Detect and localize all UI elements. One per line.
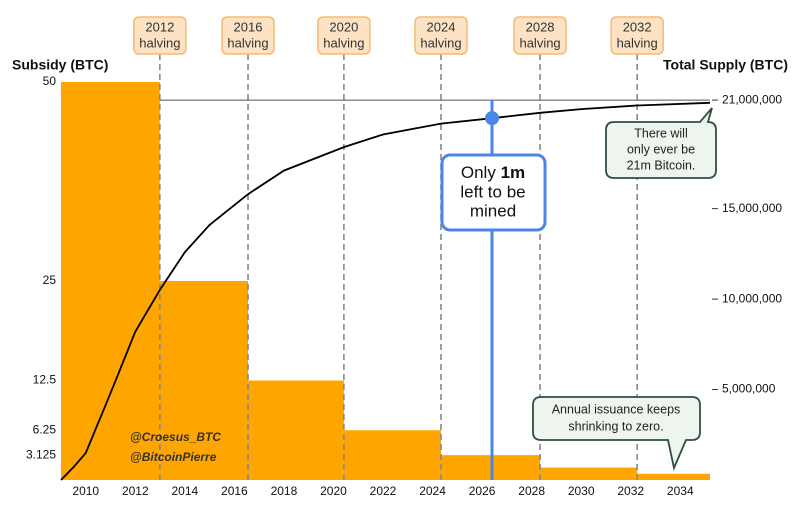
remaining-box	[440, 153, 547, 232]
remaining-bold: 1m	[501, 163, 526, 182]
remaining-line: left to be	[460, 182, 525, 201]
halving-box	[513, 16, 567, 55]
issuance-note-text: shrinking to zero.	[568, 419, 663, 433]
y-tick-label: 12.5	[33, 373, 57, 387]
cap-note-text: 21m Bitcoin.	[627, 158, 696, 172]
y-axis-title: Subsidy (BTC)	[12, 57, 108, 73]
y2-tick-label: 15,000,000	[722, 201, 782, 215]
issuance-note-text: Annual issuance keeps	[552, 402, 681, 416]
marker-dot	[485, 111, 500, 126]
halving-label: halving	[420, 35, 461, 50]
x-tick-label: 2026	[469, 484, 496, 498]
x-tick-label: 2034	[667, 484, 694, 498]
cap-note-text: There will	[634, 126, 688, 140]
x-tick-label: 2022	[370, 484, 397, 498]
y2-axis-title: Total Supply (BTC)	[663, 57, 788, 73]
halving-year: 2016	[234, 19, 263, 34]
supply-line	[60, 101, 711, 481]
halving-box	[133, 16, 187, 55]
y-tick-label: 6.25	[33, 422, 57, 436]
y-tick-label: 25	[43, 273, 57, 287]
y2-tick-label: 21,000,000	[722, 92, 782, 106]
halving-year: 2032	[623, 19, 652, 34]
halving-label: halving	[227, 35, 268, 50]
remaining-before: Only	[461, 163, 501, 182]
halving-label: halving	[617, 35, 658, 50]
subsidy-bar	[343, 430, 441, 480]
remaining-line: mined	[470, 201, 516, 220]
x-tick-label: 2028	[518, 484, 545, 498]
issuance-note-box	[532, 396, 701, 471]
x-tick-label: 2018	[271, 484, 298, 498]
subsidy-bar	[540, 467, 638, 480]
subsidy-bar	[248, 380, 344, 480]
x-tick-label: 2012	[122, 484, 149, 498]
subsidy-bar	[159, 281, 249, 480]
y-tick-label: 3.125	[26, 447, 56, 461]
cap-note-text: only ever be	[627, 142, 695, 156]
halving-label: halving	[323, 35, 364, 50]
x-tick-label: 2016	[221, 484, 248, 498]
x-tick-label: 2032	[617, 484, 644, 498]
halving-year: 2028	[526, 19, 555, 34]
halving-label: halving	[519, 35, 560, 50]
y2-tick-label: 5,000,000	[722, 382, 776, 396]
halving-box	[414, 16, 468, 55]
halving-box	[317, 16, 371, 55]
halving-label: halving	[139, 35, 180, 50]
halving-box	[221, 16, 275, 55]
halving-year: 2020	[329, 19, 358, 34]
x-tick-label: 2020	[320, 484, 347, 498]
y-tick-label: 50	[43, 74, 57, 88]
y2-tick-label: 10,000,000	[722, 291, 782, 305]
x-tick-label: 2014	[172, 484, 199, 498]
x-tick-label: 2024	[419, 484, 446, 498]
halving-box	[610, 16, 664, 55]
x-tick-label: 2030	[568, 484, 595, 498]
credit: @BitcoinPierre	[130, 450, 217, 464]
cap-note-box	[605, 107, 717, 179]
credit: @Croesus_BTC	[130, 430, 221, 444]
x-tick-label: 2010	[72, 484, 99, 498]
remaining-line1: Only 1m	[461, 163, 525, 182]
halving-year: 2012	[145, 19, 174, 34]
subsidy-bar	[637, 473, 710, 480]
halving-year: 2024	[427, 19, 456, 34]
subsidy-bar	[61, 82, 160, 480]
